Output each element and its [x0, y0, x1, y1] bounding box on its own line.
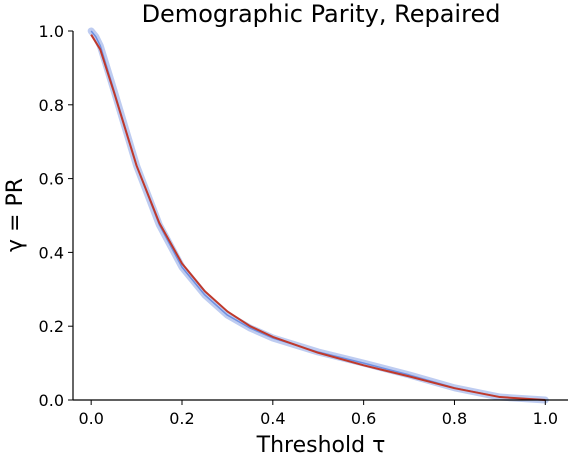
y-tick-label: 0.8: [39, 96, 64, 115]
x-tick-label: 1.0: [533, 409, 558, 428]
x-tick-label: 0.4: [260, 409, 285, 428]
series-band-0: [87, 27, 549, 404]
y-tick-label: 0.0: [39, 391, 64, 410]
y-tick-label: 0.2: [39, 317, 64, 336]
chart-title: Demographic Parity, Repaired: [142, 0, 501, 28]
y-tick-label: 1.0: [39, 22, 64, 41]
y-axis-label: γ = PR: [3, 178, 28, 252]
y-tick-label: 0.4: [39, 243, 64, 262]
y-tick-label: 0.6: [39, 170, 64, 189]
x-axis-label: Threshold τ: [256, 433, 386, 458]
x-ticks: 0.0 0.2 0.4 0.6 0.8 1.0: [78, 400, 558, 428]
plot-area: [87, 27, 549, 404]
x-tick-label: 0.2: [169, 409, 194, 428]
y-ticks: 0.0 0.2 0.4 0.6 0.8 1.0: [39, 22, 73, 410]
x-tick-label: 0.8: [442, 409, 467, 428]
x-tick-label: 0.6: [351, 409, 376, 428]
series-line-1: [90, 34, 546, 401]
x-tick-label: 0.0: [78, 409, 103, 428]
